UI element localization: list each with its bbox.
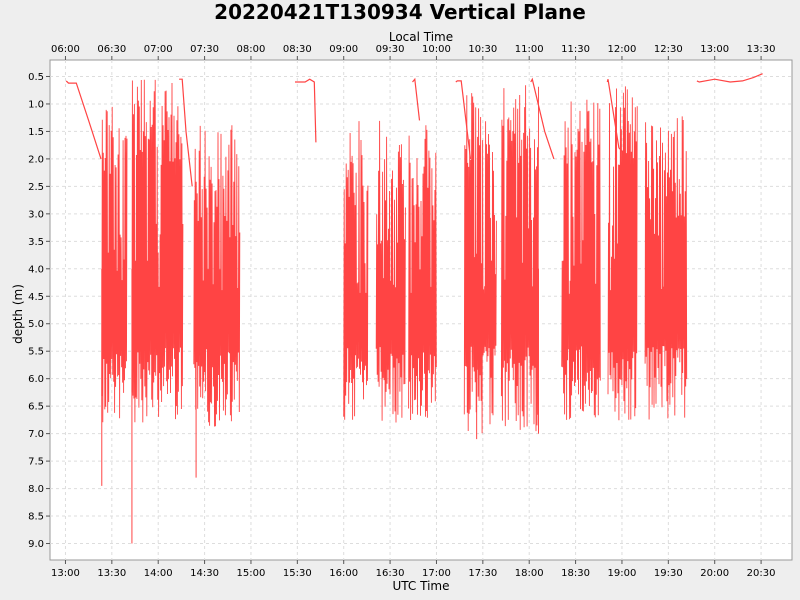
x-tick-label: 15:30: [283, 568, 312, 579]
depth-series: [65, 73, 763, 544]
surface-segment: [696, 73, 763, 83]
dive-segment: [500, 85, 539, 432]
y-tick-label: 4.5: [28, 292, 44, 303]
y-tick-label: 0.5: [28, 72, 44, 83]
x2-tick-label: 06:00: [51, 44, 80, 55]
chart-title: 20220421T130934 Vertical Plane: [214, 0, 586, 24]
x-tick-label: 17:30: [468, 568, 497, 579]
x2-tick-label: 10:00: [422, 44, 451, 55]
y-tick-label: 4.0: [28, 264, 44, 275]
dive-segment: [193, 125, 241, 427]
y-tick-label: 3.5: [28, 237, 44, 248]
x-tick-label: 19:30: [654, 568, 683, 579]
surface-segment: [412, 77, 421, 121]
y-tick-label: 6.0: [28, 374, 44, 385]
dive-segment: [644, 116, 688, 420]
x2-tick-label: 06:30: [97, 44, 126, 55]
x2-axis-label: Local Time: [389, 30, 453, 44]
x2-tick-label: 07:30: [190, 44, 219, 55]
x-tick-label: 13:00: [51, 568, 80, 579]
y-tick-label: 7.0: [28, 429, 44, 440]
y-tick-label: 8.5: [28, 512, 44, 523]
y-tick-label: 8.0: [28, 484, 44, 495]
x-tick-label: 13:30: [97, 568, 126, 579]
x2-tick-label: 09:30: [376, 44, 405, 55]
x-tick-label: 14:30: [190, 568, 219, 579]
x-tick-label: 20:30: [747, 568, 776, 579]
x-tick-label: 15:00: [237, 568, 266, 579]
x-tick-label: 20:00: [700, 568, 729, 579]
dive-segment: [343, 121, 369, 420]
x2-tick-label: 11:30: [561, 44, 590, 55]
surface-segment: [65, 80, 102, 160]
y-tick-label: 3.0: [28, 209, 44, 220]
x2-tick-label: 07:00: [144, 44, 173, 55]
y-tick-label: 6.5: [28, 402, 44, 413]
x2-tick-label: 10:30: [468, 44, 497, 55]
y-tick-label: 5.5: [28, 347, 44, 358]
x2-tick-label: 12:30: [654, 44, 683, 55]
x2-tick-label: 09:00: [329, 44, 358, 55]
y-tick-label: 7.5: [28, 457, 44, 468]
x2-tick-label: 12:00: [608, 44, 637, 55]
x-tick-label: 18:30: [561, 568, 590, 579]
y-tick-label: 5.0: [28, 319, 44, 330]
y-tick-label: 9.0: [28, 539, 44, 550]
y-axis-label: depth (m): [11, 284, 25, 344]
x2-tick-label: 13:00: [700, 44, 729, 55]
surface-segment: [455, 80, 472, 159]
x2-tick-label: 11:00: [515, 44, 544, 55]
dive-segment: [101, 106, 128, 423]
x-tick-label: 16:00: [329, 568, 358, 579]
dive-segment: [375, 120, 406, 423]
dive-segment: [408, 125, 437, 421]
x-tick-label: 14:00: [144, 568, 173, 579]
x2-tick-label: 08:00: [237, 44, 266, 55]
x2-tick-label: 13:30: [747, 44, 776, 55]
x-tick-label: 19:00: [608, 568, 637, 579]
x-tick-label: 17:00: [422, 568, 451, 579]
dive-segment: [607, 86, 638, 421]
surface-segment: [179, 78, 193, 187]
surface-segment: [295, 78, 317, 143]
y-tick-label: 2.0: [28, 154, 44, 165]
x-axis-label: UTC Time: [393, 579, 450, 593]
y-tick-label: 1.0: [28, 99, 44, 110]
x2-tick-label: 08:30: [283, 44, 312, 55]
dive-segment: [131, 79, 184, 423]
dive-segment: [561, 99, 601, 420]
y-tick-label: 2.5: [28, 182, 44, 193]
x-tick-label: 18:00: [515, 568, 544, 579]
dive-segment: [463, 93, 497, 434]
y-tick-label: 1.5: [28, 127, 44, 138]
axis-ticks: 13:00 13:30 14:00 14:30 15:00 15:30 16:00 16:30…: [28, 44, 775, 579]
x-tick-label: 16:30: [376, 568, 405, 579]
